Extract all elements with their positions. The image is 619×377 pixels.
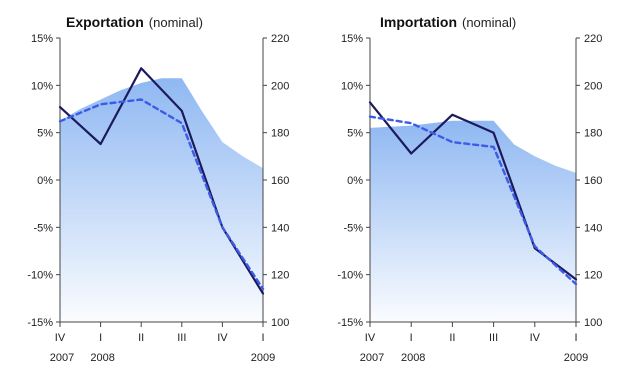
x-tick-label: I	[410, 332, 413, 344]
x-tick-year-label: 2007	[360, 352, 384, 364]
y-tick-label-right: 220	[271, 33, 289, 45]
y-tick-label-left: 10%	[31, 80, 53, 92]
series-area	[60, 78, 263, 322]
series-line-dashed	[368, 115, 578, 286]
y-tick-label-left: -10%	[27, 270, 53, 282]
y-tick-label-left: 15%	[31, 33, 53, 45]
x-tick-label: III	[177, 332, 186, 344]
x-tick-label: II	[138, 332, 144, 344]
y-tick-label-right: 140	[271, 222, 289, 234]
chart-title: Exportation (nominal)	[66, 14, 203, 30]
chart-title: Importation (nominal)	[380, 14, 516, 30]
series-area	[370, 120, 576, 322]
x-tick-label: I	[99, 332, 102, 344]
y-tick-label-left: 15%	[341, 33, 363, 45]
y-tick-label-left: -5%	[33, 222, 53, 234]
x-tick-label: II	[449, 332, 455, 344]
y-tick-label-left: 5%	[37, 128, 53, 140]
y-tick-label-left: -15%	[337, 317, 363, 329]
x-tick-label: IV	[530, 332, 541, 344]
y-tick-label-right: 140	[584, 222, 602, 234]
series-line-dashed	[58, 98, 265, 291]
x-tick-year-label: 2009	[564, 352, 588, 364]
y-tick-label-left: -15%	[27, 317, 53, 329]
y-tick-label-right: 100	[584, 317, 602, 329]
y-tick-label-right: 180	[271, 128, 289, 140]
chart-panel-importation: 15% 10% 5% 0% -5% -10% -15% 220 200 180 160 140 120 1…	[337, 14, 602, 364]
y-tick-label-right: 160	[271, 175, 289, 187]
y-tick-label-left: 10%	[341, 80, 363, 92]
y-tick-label-left: -10%	[337, 270, 363, 282]
y-tick-label-right: 120	[271, 270, 289, 282]
y-tick-label-left: 0%	[37, 175, 53, 187]
chart-title-main: Importation	[380, 14, 457, 30]
x-tick-label: IV	[365, 332, 376, 344]
y-tick-label-right: 180	[584, 128, 602, 140]
y-tick-label-right: 200	[584, 80, 602, 92]
y-tick-label-left: -5%	[343, 222, 363, 234]
y-tick-label-right: 220	[584, 33, 602, 45]
chart-title-sub: (nominal)	[462, 15, 516, 30]
x-tick-year-label: 2007	[50, 352, 74, 364]
chart-title-sub: (nominal)	[149, 15, 203, 30]
x-tick-label: IV	[55, 332, 66, 344]
x-tick-year-label: 2008	[401, 352, 425, 364]
x-tick-year-label: 2008	[90, 352, 114, 364]
y-tick-label-right: 100	[271, 317, 289, 329]
y-tick-label-right: 120	[584, 270, 602, 282]
y-tick-label-left: 0%	[347, 175, 363, 187]
chart-title-main: Exportation	[66, 14, 144, 30]
x-tick-label: I	[574, 332, 577, 344]
x-tick-label: III	[489, 332, 498, 344]
x-tick-label: I	[261, 332, 264, 344]
y-tick-label-right: 160	[584, 175, 602, 187]
chart-panel-exportation: 15% 10% 5% 0% -5% -10% -15% 220 200 180 160 140 120 1…	[27, 14, 289, 364]
y-tick-label-left: 5%	[347, 128, 363, 140]
x-tick-year-label: 2009	[251, 352, 275, 364]
y-tick-label-right: 200	[271, 80, 289, 92]
x-tick-label: IV	[217, 332, 228, 344]
